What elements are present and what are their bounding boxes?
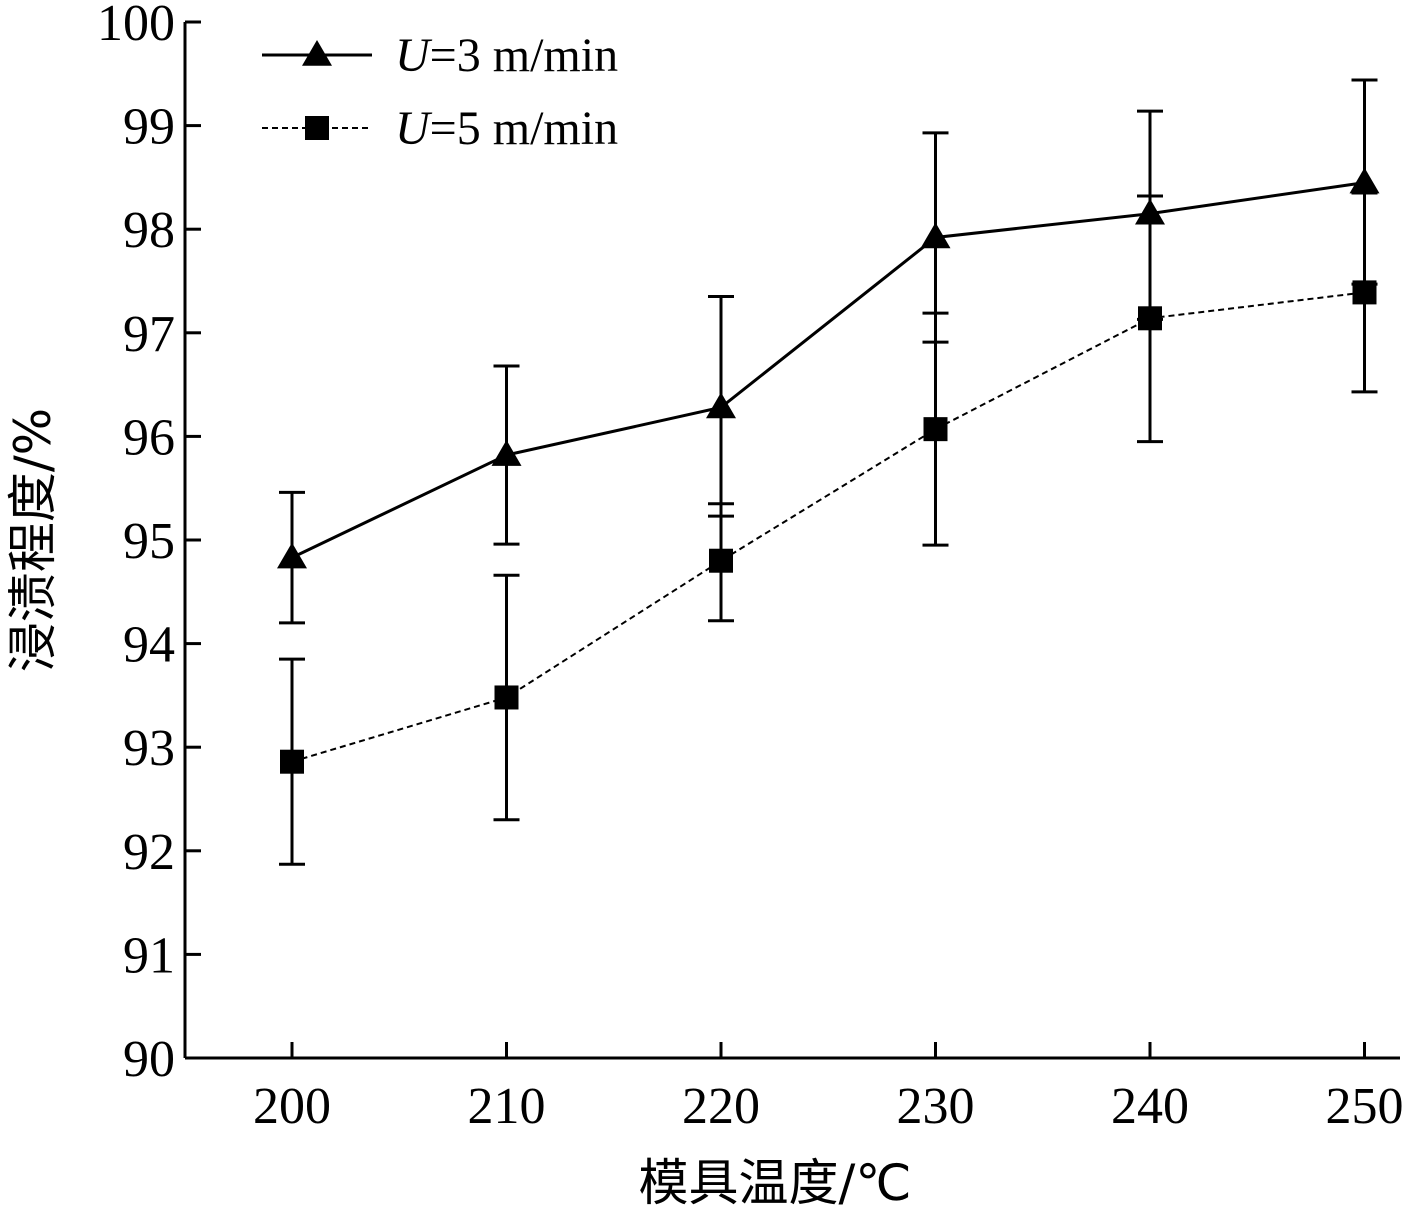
x-axis-title: 模具温度/℃ [639, 1154, 912, 1211]
x-tick-label: 250 [1326, 1078, 1404, 1135]
y-tick-label: 100 [97, 0, 175, 52]
series-layer [277, 78, 1380, 866]
data-point [280, 749, 304, 774]
x-tick-label: 230 [897, 1078, 975, 1135]
data-point [923, 417, 948, 442]
data-point [709, 548, 733, 573]
x-tick-label: 240 [1111, 1078, 1189, 1135]
data-point [1138, 306, 1162, 331]
x-tick-label: 220 [682, 1078, 760, 1135]
data-point [706, 392, 736, 419]
axes [183, 22, 1400, 1060]
y-axis-title: 浸渍程度/% [4, 408, 62, 672]
y-tick-label: 94 [123, 617, 175, 674]
x-tick-label: 200 [253, 1078, 331, 1135]
y-tick-label: 90 [123, 1031, 175, 1088]
y-tick-label: 99 [123, 99, 175, 156]
legend-marker [302, 40, 332, 66]
y-tick-label: 95 [123, 513, 175, 570]
legend-label: U=3 m/min [395, 29, 618, 82]
legend: U=3 m/min U=5 m/min [262, 29, 618, 155]
legend-label: U=5 m/min [395, 102, 618, 155]
legend-marker [305, 116, 329, 140]
data-point [920, 222, 951, 249]
y-tick-label: 93 [123, 720, 175, 777]
y-tick-label: 92 [123, 824, 175, 881]
data-point [1349, 167, 1380, 194]
y-tick-label: 91 [123, 927, 175, 984]
x-tick-label: 210 [468, 1078, 546, 1135]
series-1 [277, 78, 1380, 625]
y-tick-label: 96 [123, 409, 175, 466]
y-tick-label: 98 [123, 202, 175, 259]
series-line [291, 291, 1365, 763]
data-point [277, 542, 307, 569]
x-ticks: 200 210 220 230 240 250 [253, 1042, 1404, 1135]
series-2 [279, 191, 1378, 866]
data-point [494, 685, 519, 710]
y-ticks: 90 91 92 93 94 95 96 97 98 99 100 [97, 0, 201, 1088]
y-tick-label: 97 [123, 306, 175, 363]
series-line [291, 181, 1365, 559]
data-point [491, 440, 522, 466]
data-point [1352, 280, 1377, 305]
